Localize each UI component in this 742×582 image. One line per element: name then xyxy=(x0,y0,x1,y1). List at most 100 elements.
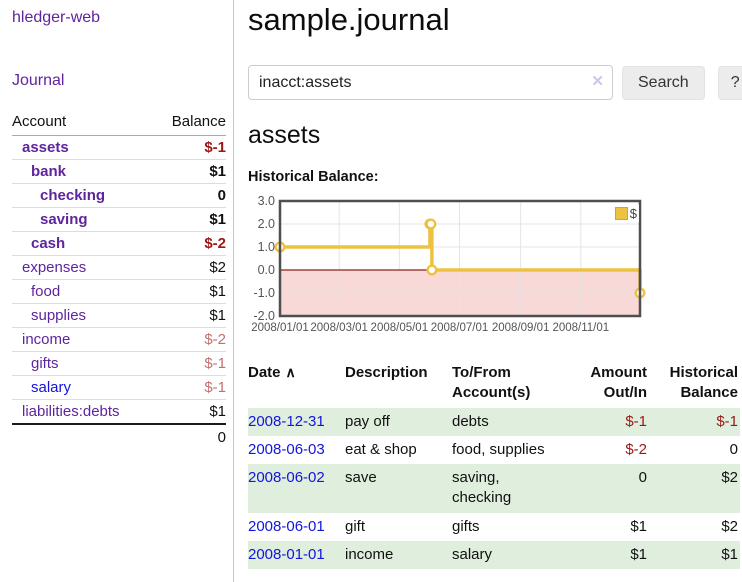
register-row: 2008-06-02 save saving, checking 0 $2 xyxy=(248,464,740,513)
search-input[interactable] xyxy=(248,65,613,100)
account-name-cell: liabilities:debts xyxy=(12,399,155,425)
y-axis-tick-label: 1.0 xyxy=(258,240,275,254)
sidebar-account-link[interactable]: salary xyxy=(31,379,72,396)
account-balance: $-1 xyxy=(154,135,226,160)
account-row: checking 0 xyxy=(12,183,226,208)
account-balance: 0 xyxy=(154,183,226,208)
register-header-accounts: To/From Account(s) xyxy=(452,364,531,402)
register-accounts: food, supplies xyxy=(452,440,545,458)
search-help-button[interactable]: ? xyxy=(717,65,742,100)
register-balance: $2 xyxy=(721,517,738,535)
account-row: bank $1 xyxy=(12,159,226,184)
account-balance: $-1 xyxy=(154,351,226,376)
account-heading: assets xyxy=(248,121,321,149)
transaction-date-link[interactable]: 2008-01-01 xyxy=(248,545,325,563)
sidebar-account-link[interactable]: bank xyxy=(31,163,67,180)
legend-swatch-icon xyxy=(614,207,628,220)
account-balance: $-2 xyxy=(154,231,226,256)
sidebar-account-link[interactable]: expenses xyxy=(22,259,87,276)
account-name-cell: cash xyxy=(12,231,155,256)
accounts-total-spacer xyxy=(12,423,155,449)
accounts-total-balance: 0 xyxy=(154,423,226,449)
x-axis-tick-label: 2008/05/01 xyxy=(371,322,429,334)
account-name-cell: food xyxy=(12,279,155,304)
register-accounts: salary xyxy=(452,540,564,569)
y-axis-tick-label: -2.0 xyxy=(253,309,275,323)
chart-legend: $ xyxy=(612,205,639,222)
account-name-cell: salary xyxy=(12,375,155,400)
account-balance: $1 xyxy=(154,207,226,232)
account-name-cell: bank xyxy=(12,159,155,184)
register-accounts: saving, checking xyxy=(452,464,564,513)
account-row: food $1 xyxy=(12,279,226,304)
account-balance: $-1 xyxy=(154,375,226,400)
register-description: income xyxy=(345,540,452,569)
register-header-balance: Historical Balance xyxy=(669,364,738,402)
account-name-cell: expenses xyxy=(12,255,155,280)
historical-balance-chart[interactable]: $ 3.0 2.0 1.0 0.0 -1.0 -2.0 2008/01/01 2008/03/… xyxy=(248,194,652,340)
account-name-cell: income xyxy=(12,327,155,352)
search-button[interactable]: Search xyxy=(622,65,705,100)
account-row: liabilities:debts $1 xyxy=(12,399,226,425)
plot-border xyxy=(278,199,642,318)
register-balance: $2 xyxy=(649,464,740,513)
y-axis-tick-label: -1.0 xyxy=(253,286,275,300)
transaction-date-link[interactable]: 2008-06-01 xyxy=(248,517,325,535)
register-description: save xyxy=(345,464,452,513)
sidebar-item-journal[interactable]: Journal xyxy=(12,72,65,89)
sidebar: hledger-web Journal Account Balance asse… xyxy=(0,0,234,582)
app-title-link[interactable]: hledger-web xyxy=(12,9,101,26)
sidebar-account-link[interactable]: supplies xyxy=(31,307,87,324)
account-row: cash $-2 xyxy=(12,231,226,256)
register-description: eat & shop xyxy=(345,440,417,458)
sidebar-account-link[interactable]: gifts xyxy=(31,355,59,372)
accounts-table-body: assets $-1 bank $1 checking 0 saving $1 cash $-2 e… xyxy=(12,135,226,425)
register-row: 2008-01-01 income salary $1 $1 xyxy=(248,540,740,569)
register-amount: $1 xyxy=(630,517,647,535)
register-date-cell: 2008-12-31 xyxy=(248,407,345,436)
y-axis-tick-label: 2.0 xyxy=(258,217,275,231)
main-content: sample.journal ✕ Search ? assets Histori… xyxy=(234,0,742,582)
register-amount: $1 xyxy=(564,540,649,569)
sidebar-account-link[interactable]: income xyxy=(22,331,71,348)
transaction-date-link[interactable]: 2008-12-31 xyxy=(248,412,325,430)
accounts-header-account: Account xyxy=(12,109,155,136)
register-row: 2008-06-03 eat & shop food, supplies $-2 0 xyxy=(248,436,740,464)
sidebar-account-link[interactable]: saving xyxy=(40,211,88,228)
y-axis-tick-label: 3.0 xyxy=(258,196,275,208)
register-amount: 0 xyxy=(564,464,649,513)
sidebar-account-link[interactable]: liabilities:debts xyxy=(22,403,120,420)
register-row: 2008-12-31 pay off debts $-1 $-1 xyxy=(248,407,740,436)
register-row: 2008-06-01 gift gifts $1 $2 xyxy=(248,513,740,541)
account-name-cell: gifts xyxy=(12,351,155,376)
sort-ascending-icon[interactable]: ∧ xyxy=(285,364,296,380)
legend-series-label: $ xyxy=(629,206,637,221)
accounts-total-row: 0 xyxy=(12,423,226,449)
account-name-cell: saving xyxy=(12,207,155,232)
y-axis-tick-label: 0.0 xyxy=(258,263,275,277)
account-row: saving $1 xyxy=(12,207,226,232)
x-axis-tick-label: 2008/03/01 xyxy=(310,322,368,334)
register-header-date[interactable]: Date ∧ xyxy=(248,361,345,408)
account-balance: $1 xyxy=(154,399,226,425)
account-row: expenses $2 xyxy=(12,255,226,280)
account-balance: $1 xyxy=(154,279,226,304)
register-header-row: Date ∧ Description To/From Account(s) Amo… xyxy=(248,361,740,408)
transaction-date-link[interactable]: 2008-06-03 xyxy=(248,440,325,458)
register-balance: $1 xyxy=(649,540,740,569)
sidebar-account-link[interactable]: cash xyxy=(31,235,66,252)
register-date-cell: 2008-06-02 xyxy=(248,464,345,513)
transaction-date-link[interactable]: 2008-06-02 xyxy=(248,469,325,486)
register-accounts: debts xyxy=(452,407,564,436)
clear-search-icon[interactable]: ✕ xyxy=(591,73,604,90)
account-name-cell: checking xyxy=(12,183,155,208)
account-name-cell: assets xyxy=(12,135,155,160)
register-header-description: Description xyxy=(345,364,428,381)
register-balance: 0 xyxy=(729,440,738,458)
sidebar-account-link[interactable]: checking xyxy=(40,187,106,204)
register-accounts: gifts xyxy=(452,517,480,535)
sidebar-account-link[interactable]: assets xyxy=(22,139,69,156)
sidebar-account-link[interactable]: food xyxy=(31,283,61,300)
account-balance: $1 xyxy=(154,303,226,328)
